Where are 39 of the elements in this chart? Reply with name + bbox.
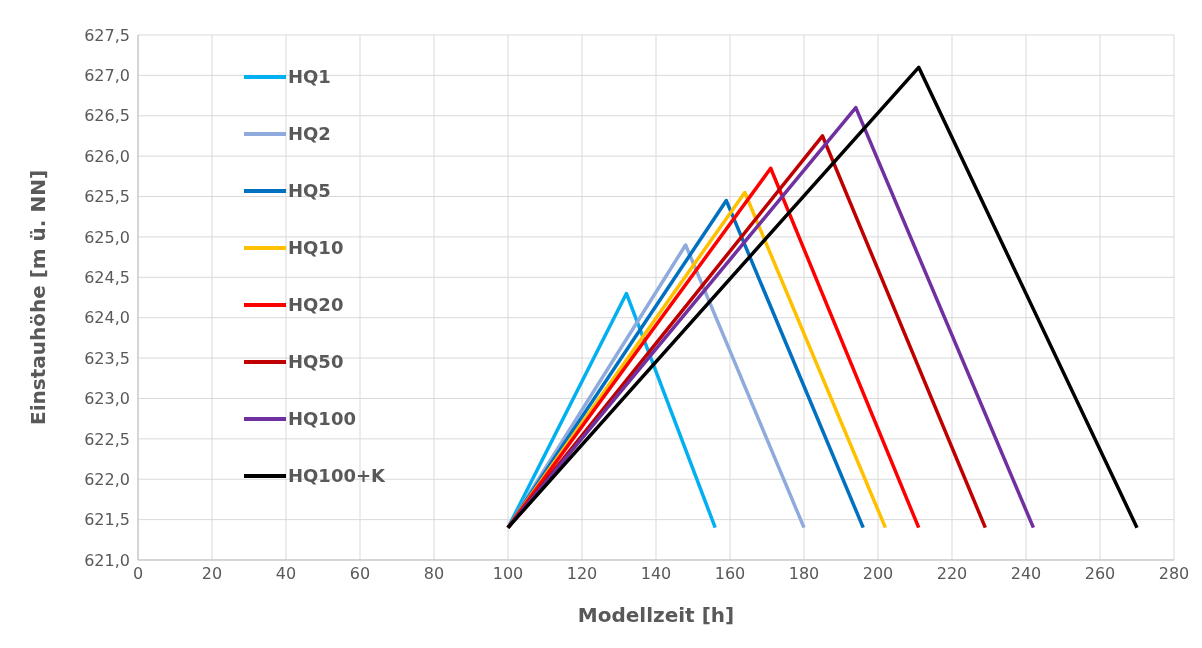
legend-label: HQ5 — [288, 180, 331, 201]
y-tick-label: 623,5 — [84, 348, 130, 368]
x-tick-label: 40 — [275, 564, 297, 584]
y-tick-label: 622,0 — [84, 469, 130, 489]
x-tick-label: 260 — [1084, 564, 1116, 584]
y-tick-label: 623,0 — [84, 389, 130, 409]
y-tick-label: 626,5 — [84, 106, 130, 126]
x-tick-label: 160 — [714, 564, 746, 584]
legend-label: HQ2 — [288, 123, 331, 144]
y-tick-label: 625,0 — [84, 227, 130, 247]
legend-label: HQ100 — [288, 408, 356, 429]
y-tick-label: 621,5 — [84, 510, 130, 530]
y-tick-label: 625,5 — [84, 187, 130, 207]
x-tick-label: 120 — [566, 564, 598, 584]
x-tick-label: 220 — [936, 564, 968, 584]
x-tick-label: 200 — [862, 564, 894, 584]
y-tick-label: 622,5 — [84, 429, 130, 449]
x-tick-label: 80 — [423, 564, 445, 584]
y-tick-label: 626,0 — [84, 146, 130, 166]
legend-label: HQ20 — [288, 294, 344, 315]
y-tick-label: 624,0 — [84, 308, 130, 328]
legend-label: HQ100+K — [288, 465, 385, 486]
y-axis-title: Einstauhöhe [m ü. NN] — [26, 169, 51, 426]
x-tick-label: 60 — [349, 564, 371, 584]
y-tick-label: 627,5 — [84, 25, 130, 45]
x-tick-label: 100 — [492, 564, 524, 584]
x-tick-label: 280 — [1158, 564, 1190, 584]
x-tick-label: 240 — [1010, 564, 1042, 584]
x-tick-label: 0 — [132, 564, 144, 584]
legend-label: HQ50 — [288, 351, 344, 372]
x-axis-title: Modellzeit [h] — [577, 603, 735, 627]
y-tick-label: 624,5 — [84, 267, 130, 287]
x-tick-label: 20 — [201, 564, 223, 584]
y-tick-label: 627,0 — [84, 66, 130, 86]
legend-label: HQ10 — [288, 237, 344, 258]
x-tick-label: 140 — [640, 564, 672, 584]
legend-label: HQ1 — [288, 66, 331, 87]
y-tick-label: 621,0 — [84, 550, 130, 570]
x-tick-label: 180 — [788, 564, 820, 584]
